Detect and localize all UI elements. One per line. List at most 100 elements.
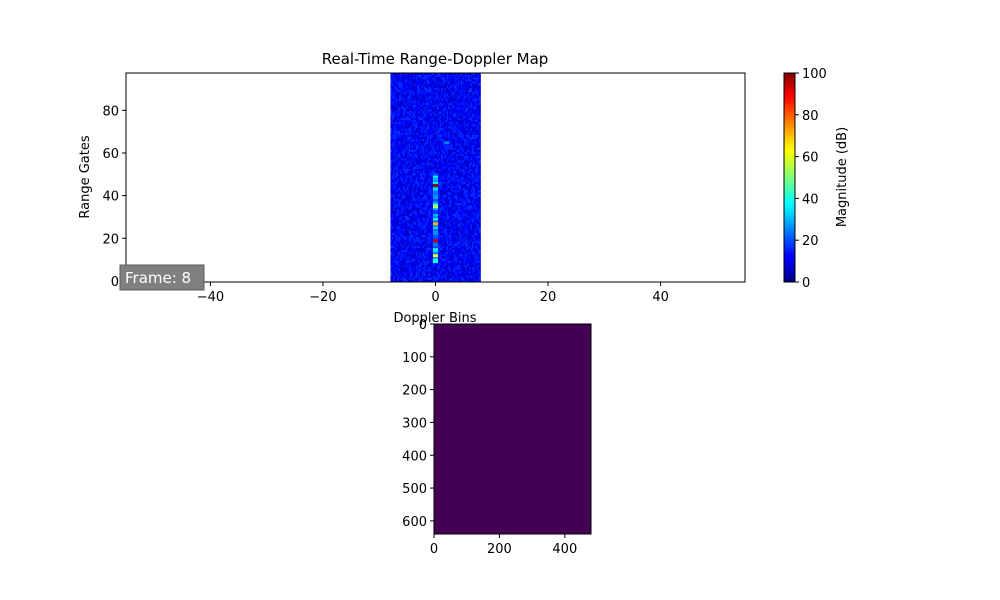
heatmap-cell bbox=[435, 87, 438, 91]
heatmap-cell bbox=[408, 73, 411, 76]
heatmap-cell bbox=[425, 164, 428, 168]
heatmap-cell bbox=[422, 164, 425, 168]
heatmap-cell bbox=[396, 87, 398, 91]
heatmap-cell bbox=[432, 119, 435, 123]
heatmap-cell bbox=[460, 81, 463, 84]
heatmap-cell bbox=[460, 87, 463, 91]
heatmap-cell bbox=[414, 77, 417, 80]
heatmap-cell bbox=[391, 173, 394, 176]
heatmap-cell bbox=[445, 168, 448, 172]
heatmap-cell bbox=[458, 264, 460, 268]
heatmap-cell bbox=[403, 92, 405, 95]
heatmap-cell bbox=[431, 83, 433, 87]
heatmap-cell bbox=[434, 273, 436, 276]
heatmap-cell bbox=[439, 128, 442, 131]
heatmap-cell bbox=[405, 145, 408, 148]
heatmap-cell bbox=[414, 183, 417, 187]
heatmap-cell bbox=[393, 158, 396, 161]
heatmap-cell bbox=[425, 100, 428, 104]
heatmap-cell bbox=[460, 113, 463, 116]
heatmap-cell bbox=[448, 143, 450, 146]
heatmap-cell bbox=[450, 166, 453, 170]
heatmap-cell bbox=[411, 222, 414, 225]
heatmap-cell bbox=[429, 171, 432, 174]
heatmap-cell bbox=[448, 90, 450, 93]
heatmap-cell bbox=[455, 134, 457, 138]
heatmap-cell bbox=[455, 205, 457, 208]
heatmap-cell bbox=[438, 145, 441, 148]
heatmap-cell bbox=[396, 203, 398, 206]
heatmap-cell bbox=[434, 124, 436, 127]
heatmap-cell bbox=[404, 269, 407, 272]
heatmap-cell bbox=[458, 136, 460, 140]
heatmap-cell bbox=[456, 117, 459, 121]
heatmap-cell bbox=[398, 164, 401, 168]
heatmap-cell bbox=[450, 173, 453, 176]
heatmap-cell bbox=[452, 102, 455, 106]
heatmap-cell bbox=[391, 211, 394, 215]
heatmap-cell bbox=[446, 100, 449, 104]
heatmap-cell bbox=[411, 139, 414, 142]
heatmap-cell bbox=[417, 134, 419, 138]
heatmap-cell bbox=[418, 130, 421, 134]
heatmap-cell bbox=[443, 136, 446, 140]
heatmap-cell bbox=[401, 75, 404, 78]
heatmap-cell bbox=[432, 168, 435, 172]
heatmap-cell bbox=[434, 96, 436, 99]
heatmap-cell bbox=[394, 252, 397, 255]
heatmap-cell bbox=[441, 198, 443, 202]
heatmap-cell bbox=[438, 156, 441, 159]
heatmap-cell bbox=[425, 237, 428, 240]
heatmap-cell bbox=[442, 181, 445, 185]
heatmap-cell bbox=[422, 230, 425, 234]
heatmap-cell bbox=[391, 143, 394, 146]
heatmap-cell bbox=[442, 215, 445, 219]
heatmap-cell bbox=[396, 254, 398, 257]
heatmap-cell bbox=[445, 177, 448, 180]
heatmap-cell bbox=[398, 183, 401, 187]
heatmap-cell bbox=[427, 200, 429, 204]
heatmap-cell bbox=[394, 226, 397, 229]
heatmap-cell bbox=[397, 132, 400, 136]
heatmap-cell bbox=[415, 94, 418, 97]
heatmap-cell bbox=[452, 158, 455, 161]
heatmap-cell bbox=[456, 119, 459, 123]
heatmap-cell bbox=[448, 183, 450, 187]
heatmap-cell bbox=[458, 177, 460, 180]
heatmap-cell bbox=[418, 175, 421, 178]
heatmap-cell bbox=[397, 115, 400, 119]
heatmap-cell bbox=[431, 260, 433, 264]
heatmap-cell bbox=[391, 181, 394, 185]
heatmap-cell bbox=[450, 235, 453, 238]
heatmap-cell bbox=[459, 196, 462, 200]
heatmap-cell bbox=[415, 198, 418, 202]
heatmap-cell bbox=[417, 90, 419, 93]
heatmap-cell bbox=[424, 183, 426, 187]
heatmap-cell bbox=[431, 186, 433, 189]
heatmap-cell bbox=[405, 107, 408, 110]
heatmap-cell bbox=[415, 254, 418, 257]
heatmap-cell bbox=[435, 119, 438, 123]
heatmap-cell bbox=[422, 151, 425, 155]
heatmap-cell bbox=[420, 213, 422, 217]
heatmap-cell bbox=[453, 160, 456, 163]
heatmap-cell bbox=[456, 79, 459, 82]
heatmap-cell bbox=[446, 177, 449, 180]
heatmap-cell bbox=[456, 179, 459, 183]
heatmap-cell bbox=[403, 115, 405, 119]
heatmap-cell bbox=[411, 213, 414, 217]
heatmap-cell bbox=[394, 164, 397, 168]
heatmap-cell bbox=[450, 239, 453, 242]
heatmap-cell bbox=[390, 177, 393, 180]
heatmap-cell bbox=[398, 104, 401, 108]
heatmap-cell bbox=[398, 83, 401, 87]
heatmap-cell bbox=[455, 109, 457, 112]
heatmap-cell bbox=[411, 209, 414, 212]
heatmap-cell bbox=[453, 271, 456, 274]
heatmap-cell bbox=[456, 104, 459, 108]
heatmap-cell bbox=[394, 222, 397, 225]
heatmap-cell bbox=[418, 151, 421, 155]
heatmap-cell bbox=[428, 102, 431, 106]
heatmap-cell bbox=[408, 256, 411, 259]
heatmap-cell bbox=[456, 192, 459, 195]
